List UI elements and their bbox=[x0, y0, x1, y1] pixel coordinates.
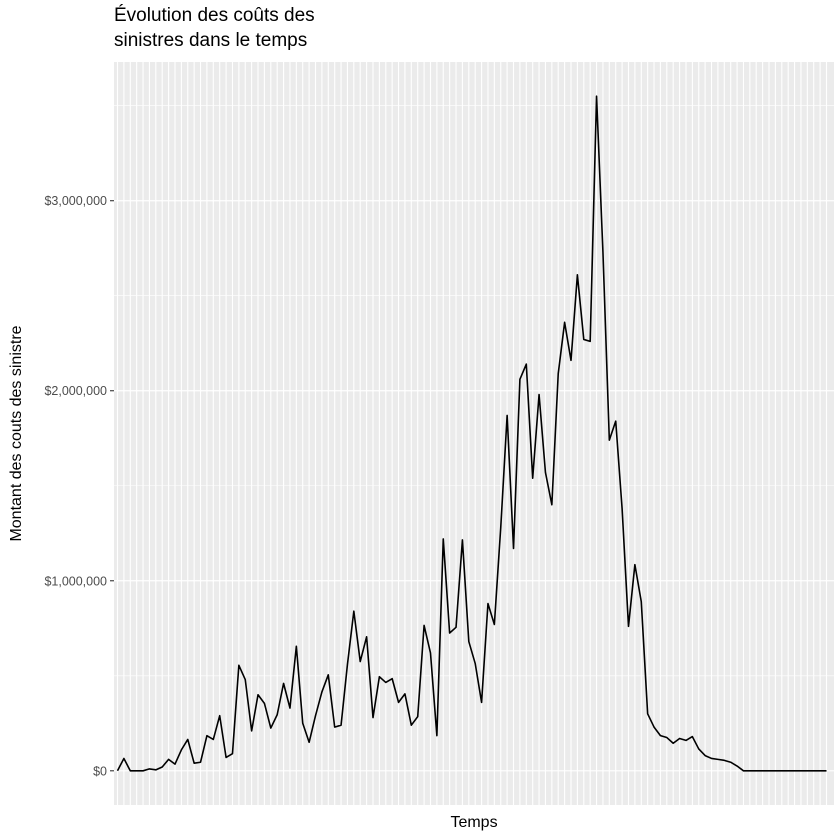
y-axis-tick-labels: $0 $1,000,000 $2,000,000 $3,000,000 bbox=[44, 194, 107, 778]
chart-title-line-2: sinistres dans le temps bbox=[114, 30, 308, 51]
y-tick-label: $3,000,000 bbox=[44, 194, 107, 208]
y-tick-label: $2,000,000 bbox=[44, 384, 107, 398]
y-axis-ticks bbox=[110, 200, 114, 772]
y-axis-label: Montant des couts des sinistre bbox=[8, 325, 25, 541]
minor-gridlines-y bbox=[114, 105, 834, 677]
major-gridlines-y bbox=[114, 200, 834, 772]
x-axis-label: Temps bbox=[450, 814, 497, 831]
chart-title-line-1: Évolution des coûts des bbox=[114, 5, 315, 26]
y-tick-label: $1,000,000 bbox=[44, 574, 107, 588]
major-gridlines-x bbox=[116, 62, 828, 805]
series-line bbox=[116, 95, 827, 772]
y-tick-label: $0 bbox=[93, 764, 107, 778]
plot-panel bbox=[114, 62, 834, 805]
